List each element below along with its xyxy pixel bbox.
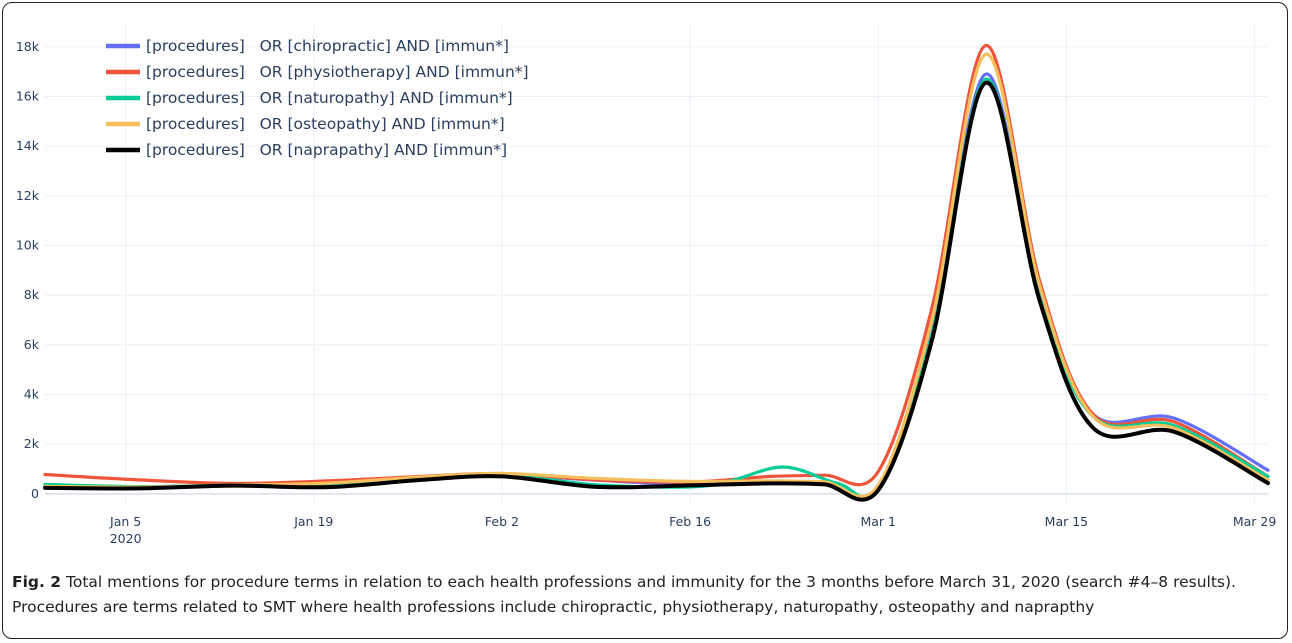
legend-label-4: [procedures] OR [osteopathy] AND [immun*… <box>146 115 505 133</box>
legend-label-2: [procedures] OR [physiotherapy] AND [imm… <box>146 63 529 81</box>
caption-text: Total mentions for procedure terms in re… <box>12 573 1236 616</box>
x-tick-label: Jan 5 <box>109 514 141 529</box>
y-tick-label: 6k <box>24 337 40 352</box>
y-tick-label: 16k <box>16 88 40 103</box>
x-axis: Jan 5 2020 Jan 19 Feb 2 Feb 16 Mar 1 Mar 15 Mar… <box>109 514 1276 546</box>
y-tick-label: 14k <box>16 138 40 153</box>
series-line-4 <box>43 52 1270 499</box>
series-line-1 <box>43 72 1270 499</box>
legend-label-1: [procedures] OR [chiropractic] AND [immu… <box>146 37 509 55</box>
series-line-5 <box>43 80 1270 502</box>
x-tick-label: Feb 16 <box>669 514 711 529</box>
y-tick-label: 8k <box>24 287 40 302</box>
legend-label-5: [procedures] OR [naprapathy] AND [immun*… <box>146 141 507 159</box>
x-tick-label: Feb 2 <box>485 514 519 529</box>
y-tick-label: 2k <box>24 436 40 451</box>
caption-label: Fig. 2 <box>12 573 62 591</box>
y-tick-label: 4k <box>24 386 40 401</box>
x-tick-label: Jan 19 <box>293 514 333 529</box>
y-tick-label: 12k <box>16 188 40 203</box>
figure-caption: Fig. 2 Total mentions for procedure term… <box>12 570 1277 620</box>
x-tick-label: Mar 1 <box>860 514 896 529</box>
legend: [procedures] OR [chiropractic] AND [immu… <box>106 37 529 159</box>
y-axis: 0 2k 4k 6k 8k 10k 12k 14k 16k 18k <box>16 39 40 501</box>
x-tick-label: Mar 15 <box>1045 514 1088 529</box>
line-chart: 0 2k 4k 6k 8k 10k 12k 14k 16k 18k Jan 5 2020 Jan 19… <box>16 22 1276 546</box>
grid-lines <box>45 22 1268 505</box>
x-tick-sublabel: 2020 <box>110 531 142 546</box>
x-tick-label: Mar 29 <box>1233 514 1277 529</box>
y-tick-label: 0 <box>31 486 39 501</box>
series-lines <box>43 44 1270 502</box>
legend-label-3: [procedures] OR [naturopathy] AND [immun… <box>146 89 513 107</box>
y-tick-label: 18k <box>16 39 40 54</box>
y-tick-label: 10k <box>16 237 40 252</box>
